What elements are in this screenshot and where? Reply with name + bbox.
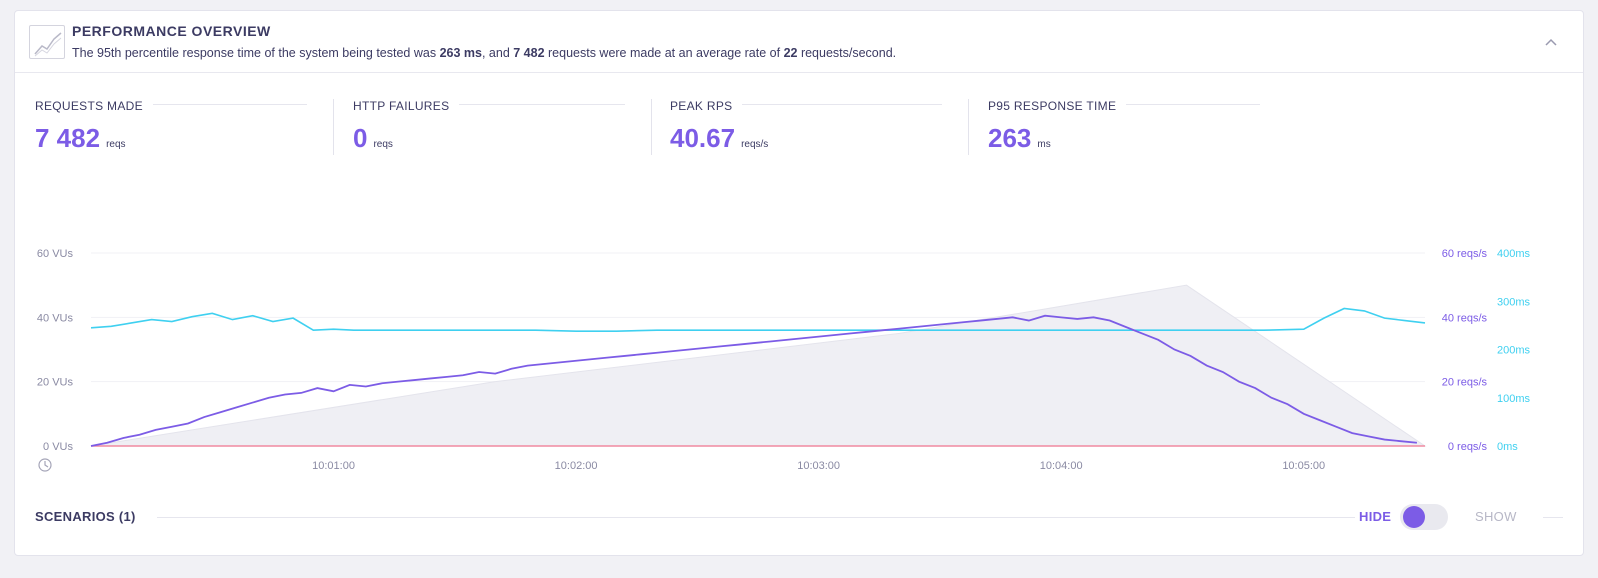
show-label[interactable]: SHOW [1475,509,1517,524]
y-right-ms-tick: 0ms [1497,441,1518,453]
stat-label: REQUESTS MADE [35,99,153,113]
scenarios-bar: SCENARIOS (1) HIDE SHOW [35,504,1565,530]
y-right-ms-tick: 300ms [1497,296,1531,308]
divider [1543,517,1563,518]
y-right-ms-tick: 400ms [1497,248,1531,260]
stat-label: HTTP FAILURES [353,99,460,113]
stat-divider [968,99,969,155]
stat-value: 7 482 [35,123,101,153]
p95-inline-value: 263 ms [439,46,482,60]
y-right-reqs-tick: 0 reqs/s [1448,441,1488,453]
x-tick: 10:04:00 [1040,460,1083,472]
collapse-chevron-icon[interactable] [1541,33,1561,51]
stat-peak-rps: PEAK RPS 40.67 reqs/s [670,97,942,167]
y-left-tick: 40 VUs [37,312,74,324]
x-tick: 10:01:00 [312,460,355,472]
y-left-tick: 0 VUs [43,441,73,453]
overview-header: PERFORMANCE OVERVIEW The 95th percentile… [15,11,1583,73]
stat-unit: ms [1037,139,1051,150]
hide-label[interactable]: HIDE [1359,509,1392,524]
stat-requests-made: REQUESTS MADE 7 482 reqs [35,97,307,167]
requests-inline-value: 7 482 [513,46,545,60]
stat-p95-response-time: P95 RESPONSE TIME 263 ms [988,97,1260,167]
y-right-reqs-tick: 40 reqs/s [1442,312,1488,324]
stat-divider [651,99,652,155]
y-left-tick: 60 VUs [37,248,74,260]
overview-title: PERFORMANCE OVERVIEW [72,23,271,39]
overview-summary: The 95th percentile response time of the… [72,46,897,60]
line-chart-icon [29,25,65,59]
x-tick: 10:05:00 [1282,460,1325,472]
divider [157,517,1355,518]
stat-value: 40.67 [670,123,736,153]
y-left-tick: 20 VUs [37,377,74,389]
performance-chart: 0 VUs 20 VUs 40 VUs 60 VUs 0 reqs/s 20 reqs/s… [37,248,1531,472]
stat-unit: reqs [373,139,393,150]
response-time-line [90,307,1426,332]
requests-per-second-line [90,314,1418,447]
stat-divider [333,99,334,155]
y-right-reqs-tick: 20 reqs/s [1442,377,1488,389]
toggle-knob [1403,506,1425,528]
stat-value: 263 [988,123,1032,153]
y-right-reqs-tick: 60 reqs/s [1442,248,1488,260]
vus-area [90,284,1427,447]
x-tick: 10:02:00 [555,460,598,472]
stat-http-failures: HTTP FAILURES 0 reqs [353,97,625,167]
y-right-ms-tick: 100ms [1497,393,1531,405]
clock-icon [38,458,52,472]
x-tick: 10:03:00 [797,460,840,472]
scenarios-toggle[interactable] [1400,504,1448,530]
clock-hand [44,461,49,468]
stat-unit: reqs/s [741,139,769,150]
stat-label: P95 RESPONSE TIME [988,99,1127,113]
stat-unit: reqs [106,139,126,150]
stat-label: PEAK RPS [670,99,743,113]
avg-rate-inline-value: 22 [783,46,798,60]
performance-overview-card: PERFORMANCE OVERVIEW The 95th percentile… [14,10,1584,556]
scenarios-title: SCENARIOS (1) [35,509,136,524]
stat-value: 0 [353,123,368,153]
y-right-ms-tick: 200ms [1497,345,1531,357]
